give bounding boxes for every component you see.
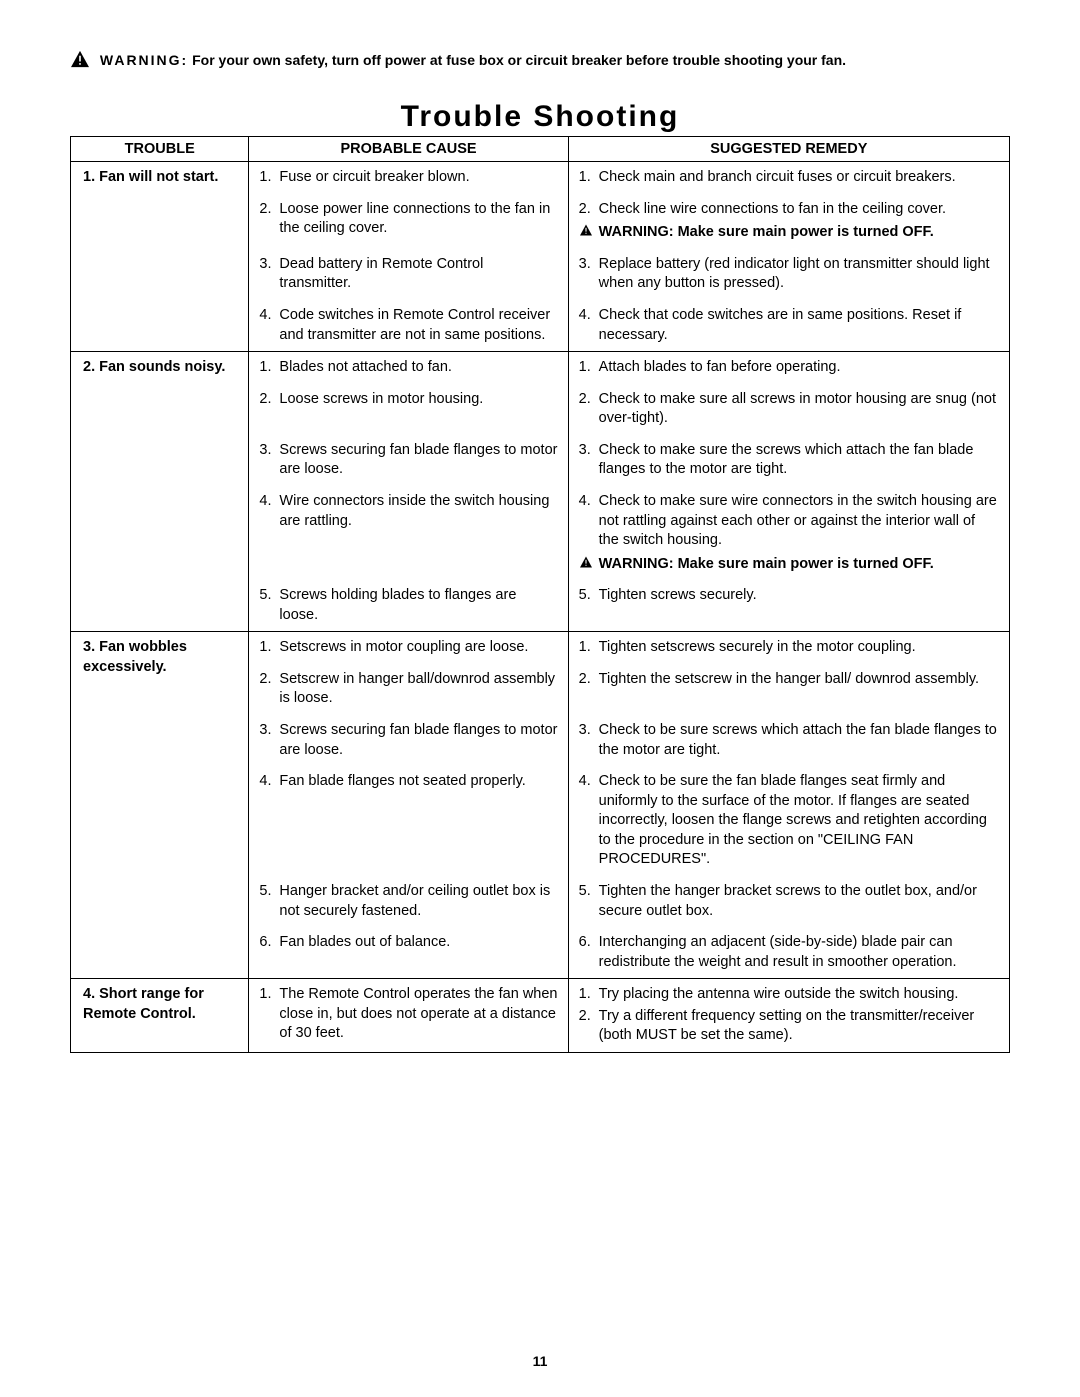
trouble-cell: 1. Fan will not start. xyxy=(71,162,249,352)
remedy-cell: 6.Interchanging an adjacent (side-by-sid… xyxy=(568,927,1009,979)
page-number: 11 xyxy=(0,1353,1080,1369)
remedy-cell: 4.Check that code switches are in same p… xyxy=(568,300,1009,352)
cause-cell: 6.Fan blades out of balance. xyxy=(249,927,568,979)
remedy-cell: 2.Tighten the setscrew in the hanger bal… xyxy=(568,664,1009,715)
remedy-cell: 4.Check to make sure wire connectors in … xyxy=(568,486,1009,580)
cause-cell: 3.Screws securing fan blade flanges to m… xyxy=(249,715,568,766)
cause-cell: 2.Setscrew in hanger ball/downrod assemb… xyxy=(249,664,568,715)
cause-cell: 2.Loose power line connections to the fa… xyxy=(249,194,568,249)
trouble-cell: 2. Fan sounds noisy. xyxy=(71,352,249,632)
top-warning-label: WARNING: xyxy=(100,52,188,68)
remedy-cell: 4.Check to be sure the fan blade flanges… xyxy=(568,766,1009,876)
cause-cell: 5.Screws holding blades to flanges are l… xyxy=(249,580,568,632)
cause-cell: 1.Setscrews in motor coupling are loose. xyxy=(249,632,568,664)
remedy-cell: 1.Try placing the antenna wire outside t… xyxy=(568,979,1009,1053)
cause-cell: 3.Dead battery in Remote Control transmi… xyxy=(249,249,568,300)
remedy-cell: 3.Check to be sure screws which attach t… xyxy=(568,715,1009,766)
top-warning-text: For your own safety, turn off power at f… xyxy=(192,52,846,68)
cause-cell: 3.Screws securing fan blade flanges to m… xyxy=(249,435,568,486)
cause-cell: 2.Loose screws in motor housing. xyxy=(249,384,568,435)
remedy-cell: 3.Check to make sure the screws which at… xyxy=(568,435,1009,486)
header-trouble: TROUBLE xyxy=(71,137,249,162)
remedy-cell: 1.Check main and branch circuit fuses or… xyxy=(568,162,1009,194)
remedy-cell: 5.Tighten screws securely. xyxy=(568,580,1009,632)
warning-triangle-icon xyxy=(70,50,90,72)
warning-triangle-icon xyxy=(579,223,599,243)
warning-triangle-icon xyxy=(579,555,599,575)
remedy-cell: 5.Tighten the hanger bracket screws to t… xyxy=(568,876,1009,927)
header-remedy: SUGGESTED REMEDY xyxy=(568,137,1009,162)
cause-cell: 1.Blades not attached to fan. xyxy=(249,352,568,384)
remedy-cell: 3.Replace battery (red indicator light o… xyxy=(568,249,1009,300)
trouble-cell: 3. Fan wobbles excessively. xyxy=(71,632,249,979)
trouble-cell: 4. Short range for Remote Control. xyxy=(71,979,249,1053)
troubleshooting-table: TROUBLE PROBABLE CAUSE SUGGESTED REMEDY … xyxy=(70,136,1010,1053)
cause-cell: 4.Fan blade flanges not seated properly. xyxy=(249,766,568,876)
cause-cell: 1.The Remote Control operates the fan wh… xyxy=(249,979,568,1053)
cause-cell: 4.Code switches in Remote Control receiv… xyxy=(249,300,568,352)
remedy-cell: 1.Tighten setscrews securely in the moto… xyxy=(568,632,1009,664)
remedy-cell: 2.Check line wire connections to fan in … xyxy=(568,194,1009,249)
cause-cell: 4.Wire connectors inside the switch hous… xyxy=(249,486,568,580)
header-cause: PROBABLE CAUSE xyxy=(249,137,568,162)
cause-cell: 1.Fuse or circuit breaker blown. xyxy=(249,162,568,194)
remedy-cell: 2.Check to make sure all screws in motor… xyxy=(568,384,1009,435)
remedy-cell: 1.Attach blades to fan before operating. xyxy=(568,352,1009,384)
page-title: Trouble Shooting xyxy=(70,100,1010,134)
page: WARNING: For your own safety, turn off p… xyxy=(0,0,1080,1397)
cause-cell: 5.Hanger bracket and/or ceiling outlet b… xyxy=(249,876,568,927)
top-warning: WARNING: For your own safety, turn off p… xyxy=(70,50,1010,72)
